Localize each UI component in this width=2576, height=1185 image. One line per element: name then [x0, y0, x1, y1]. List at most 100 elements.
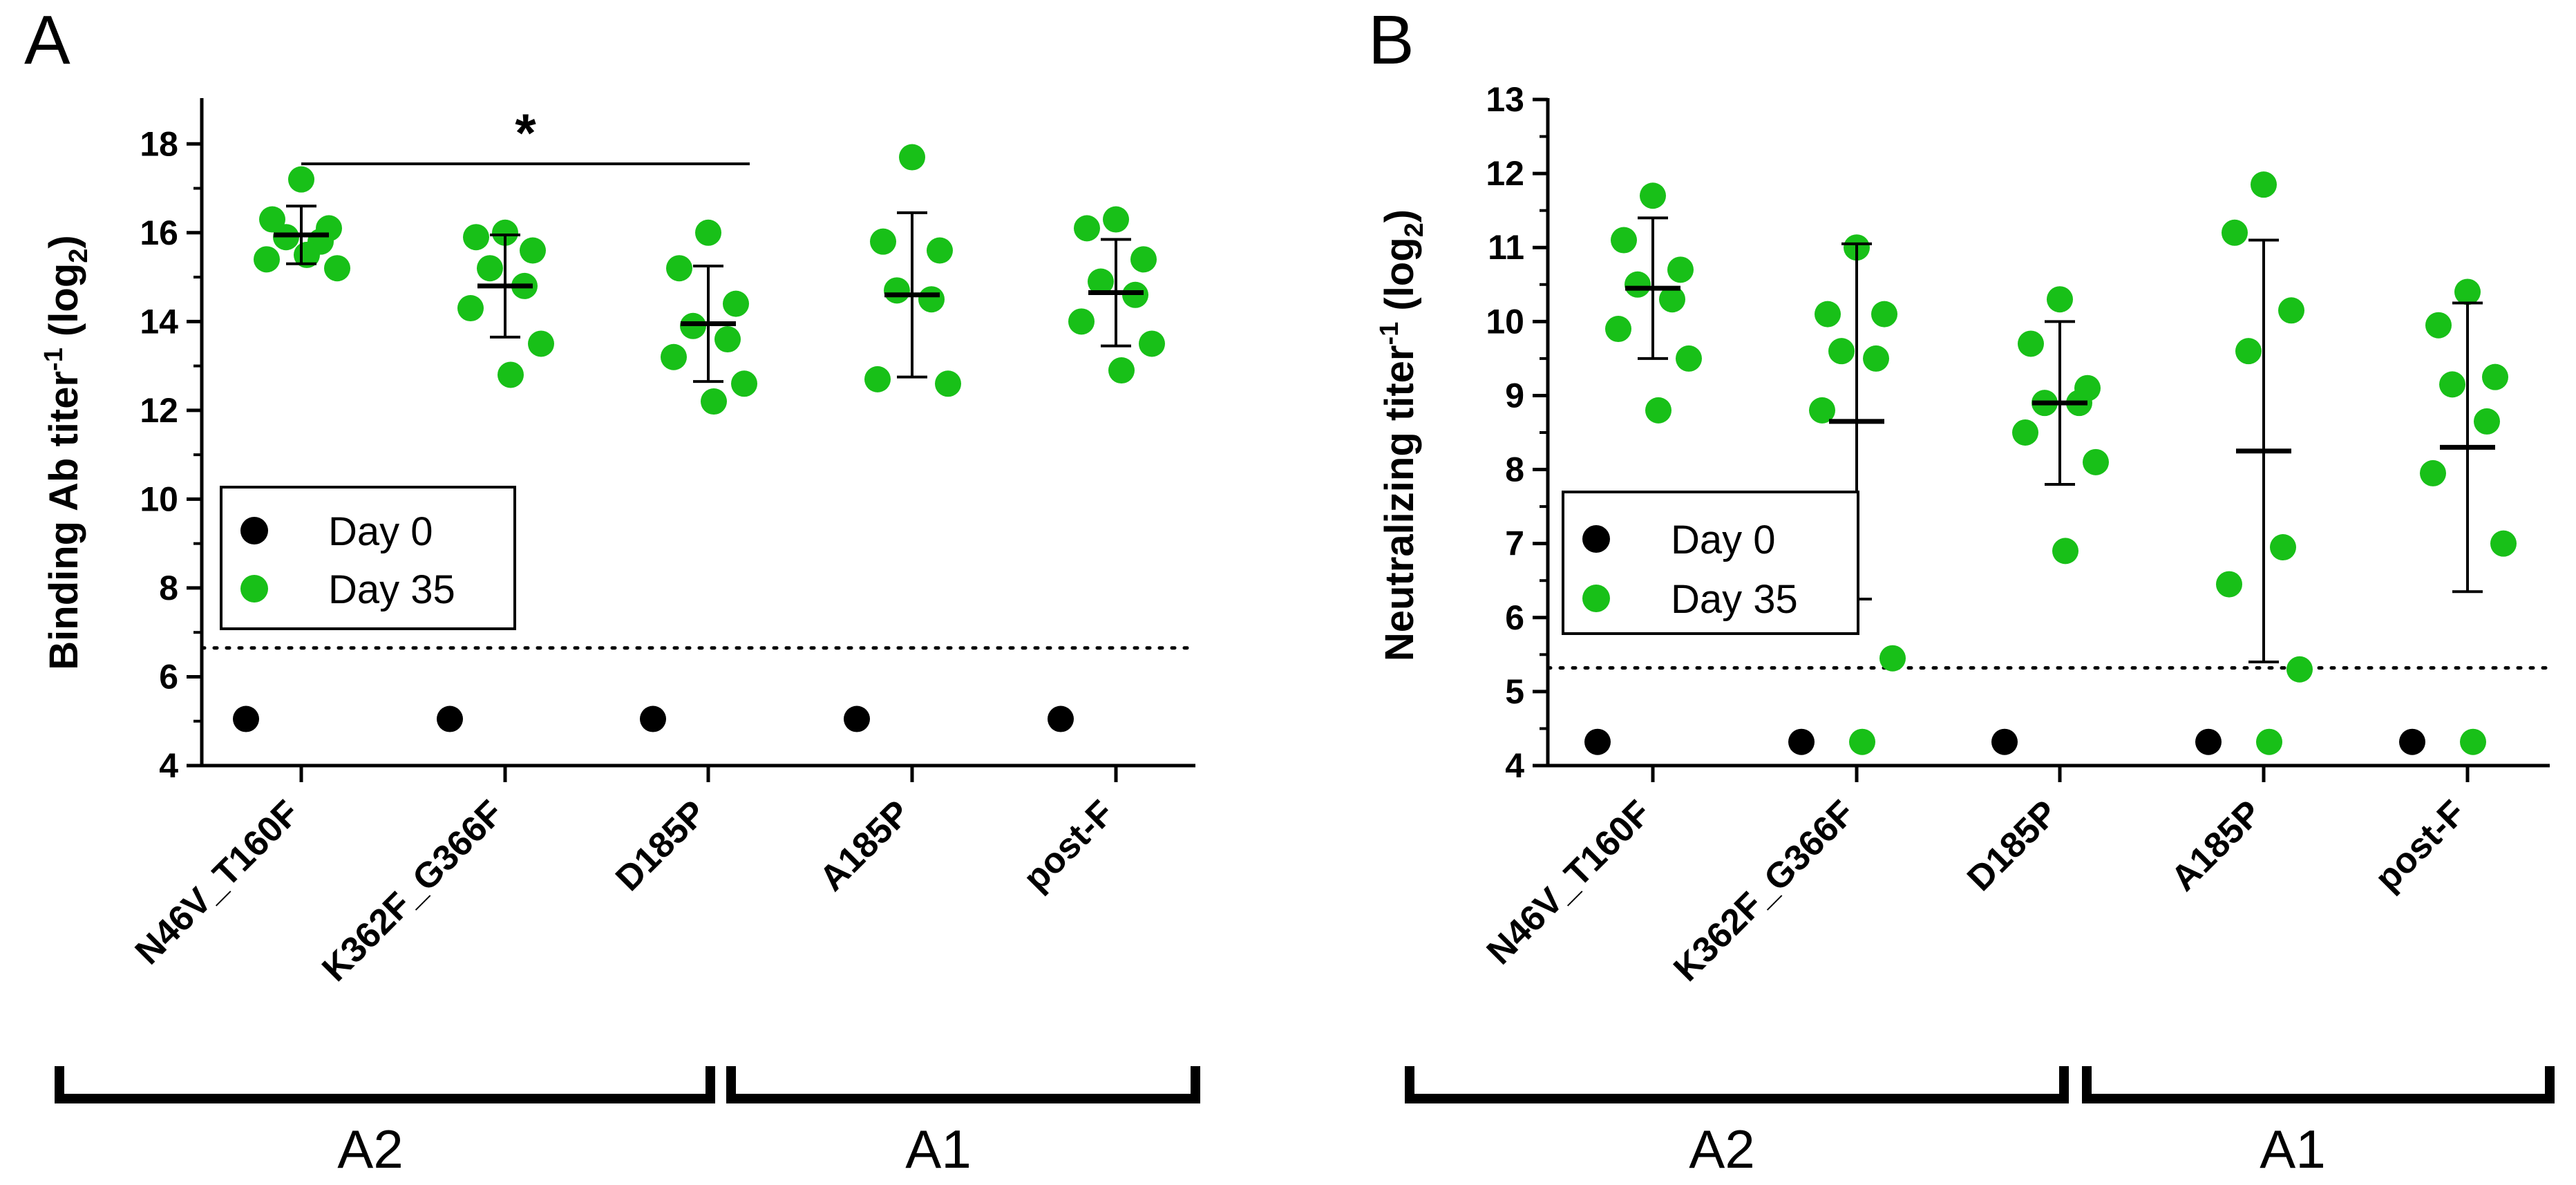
panel-b-y-tick-label: 8 [1505, 451, 1524, 489]
panel-b-day35-point [1828, 338, 1855, 365]
panel-b-y-axis-title-paren-close: ) [1377, 209, 1422, 222]
panel-b-day35-point [2454, 278, 2481, 305]
panel-a-group-bracket-a1 [726, 1066, 1200, 1103]
panel-b-day35-point [2270, 534, 2296, 561]
panel-a-y-axis-title-paren-open: (log [41, 263, 86, 348]
panel-b-day0-point [2399, 728, 2425, 755]
panel-b-group-label-a2: A2 [1689, 1119, 1754, 1179]
panel-b-category-label: K362F_G366F [1666, 793, 1862, 989]
panel-b-group-bracket-a2 [1405, 1066, 2069, 1103]
panel-a-day35-point [666, 255, 692, 282]
panel-b-day35-point [1625, 271, 1651, 298]
panel-b-day35-point [2286, 656, 2313, 683]
panel-b-day35-point [2083, 448, 2109, 475]
panel-b-day35-point [2235, 338, 2262, 365]
panel-b-day35-point [1659, 286, 1685, 313]
panel-a-legend-day35-marker [240, 575, 268, 603]
panel-b-category-label: post-F [2367, 793, 2473, 898]
panel-a-category-label: K362F_G366F [314, 793, 511, 989]
panel-b-letter: B [1368, 1, 1414, 79]
panel-b-day35-point [2256, 728, 2282, 755]
panel-a-day35-point [1108, 357, 1135, 384]
panel-b-day35-point [2420, 459, 2446, 486]
panel-b-day35-point [2251, 171, 2277, 198]
panel-b-y-axis-title-paren-open: (log [1377, 237, 1422, 321]
panel-b: B 4 5 6 7 8 9 10 11 12 13 Neutralizing titer-1 (l… [1368, 1, 2555, 1179]
panel-b-day35-point [1645, 397, 1671, 424]
panel-b-day35-point [2460, 728, 2486, 755]
panel-b-legend: Day 0 Day 35 [1562, 491, 1859, 635]
panel-a-day35-point [1074, 215, 1100, 242]
panel-b-day35-point [1611, 227, 1637, 254]
panel-b-y-axis-title-main: Neutralizing titer [1377, 345, 1422, 662]
panel-a-day35-point [477, 255, 503, 282]
panel-b-day35-point [1605, 316, 1631, 343]
panel-b-day35-point [1879, 645, 1906, 672]
panel-b-day35-point [2216, 571, 2242, 598]
panel-b-legend-day0-label: Day 0 [1671, 518, 1776, 562]
panel-a-legend-day0-label: Day 0 [328, 509, 433, 554]
panel-a-day35-point [864, 366, 891, 392]
panel-b-day35-point [2047, 286, 2073, 313]
panel-b-day35-point [1863, 345, 1889, 372]
panel-b-day35-point [2018, 330, 2044, 357]
panel-b-day35-point [2278, 297, 2304, 324]
panel-a-day35-point [1139, 330, 1165, 357]
panel-a-day35-point [498, 361, 524, 388]
panel-b-day35-point [1849, 728, 1875, 755]
panel-a-day35-point [1103, 206, 1129, 233]
panel-a-day0-point [437, 705, 463, 732]
panel-a-legend-day35-label: Day 35 [328, 567, 455, 612]
panel-a-legend-day0-marker [240, 517, 268, 544]
panel-a-day35-point [918, 286, 945, 313]
panel-a-y-tick-label: 4 [159, 746, 178, 785]
panel-a-day35-point [701, 388, 727, 415]
panel-a-day35-point [492, 219, 518, 246]
panel-b-day35-point [1667, 256, 1694, 283]
panel-a-y-tick-label: 12 [140, 391, 178, 430]
panel-b-day0-point [1991, 728, 2018, 755]
panel-a-y-axis-title-paren-close: ) [41, 235, 86, 248]
panel-a-category-label: N46V_T160F [128, 793, 307, 972]
panel-a-day35-point [661, 343, 687, 370]
panel-a-category-label: D185P [608, 793, 714, 898]
panel-a-day0-point [844, 705, 870, 732]
panel-a-day35-point [1130, 246, 1157, 273]
panel-a-day35-point [731, 370, 757, 397]
panel-a-group-label-a2: A2 [337, 1119, 403, 1179]
panel-b-day35-point [1809, 397, 1835, 424]
panel-a-group-bracket-a2 [55, 1066, 715, 1103]
panel-a-plot: 4 6 8 10 12 14 16 18 * [140, 98, 1197, 785]
panel-b-day35-point [1640, 182, 1666, 209]
panel-a-y-axis-title: Binding Ab titer-1 (log2) [39, 235, 93, 670]
panel-b-day35-point [2490, 530, 2517, 557]
panel-b-legend-box [1562, 491, 1859, 635]
panel-a-letter: A [24, 1, 70, 79]
panel-b-category-label: N46V_T160F [1479, 793, 1659, 972]
panel-b-day35-point [2482, 363, 2508, 390]
panel-a-day35-point [259, 206, 285, 233]
panel-a-day35-point [714, 326, 741, 353]
panel-a-legend: Day 0 Day 35 [220, 486, 516, 630]
panel-b-y-tick-label: 11 [1488, 228, 1524, 267]
panel-a-category-label: post-F [1016, 793, 1121, 898]
panel-b-day0-point [1788, 728, 1815, 755]
panel-a-day35-point [528, 330, 554, 357]
panel-b-legend-day35-marker [1582, 585, 1610, 612]
panel-b-day35-point [2222, 219, 2248, 246]
panel-a-y-axis-title-sub: 2 [64, 249, 93, 263]
panel-b-day35-point [2474, 408, 2500, 435]
panel-b-day35-point [1815, 301, 1841, 328]
panel-b-day35-point [1676, 345, 1702, 372]
panel-b-day35-point [2425, 312, 2452, 339]
panel-a-day35-point [254, 246, 280, 273]
panel-b-category-label: A185P [2163, 793, 2269, 898]
panel-b-y-tick-label: 10 [1486, 302, 1524, 341]
panel-b-plot: 4 5 6 7 8 9 10 11 12 13 [1486, 80, 2552, 785]
panel-a-legend-box [220, 486, 516, 630]
panel-a-day35-point [927, 237, 953, 264]
panel-a-day35-point [463, 224, 489, 251]
panel-a-y-tick-label: 16 [140, 214, 178, 252]
panel-a-y-tick-label: 6 [159, 657, 178, 696]
panel-a-day35-point [899, 144, 925, 171]
